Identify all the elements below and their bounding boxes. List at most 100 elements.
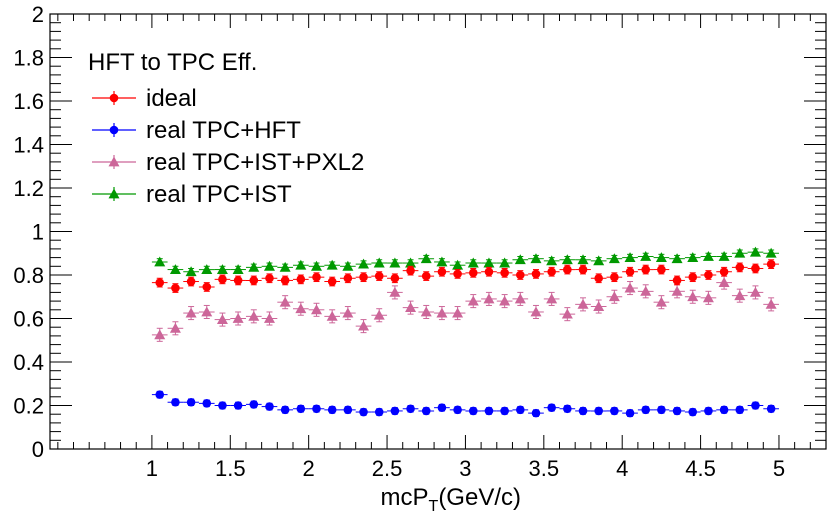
data-point bbox=[575, 406, 591, 416]
point-marker bbox=[516, 270, 525, 280]
point-marker bbox=[499, 295, 511, 306]
point-marker bbox=[406, 404, 415, 414]
data-point bbox=[606, 406, 623, 416]
point-marker bbox=[751, 401, 760, 410]
data-point bbox=[402, 265, 419, 276]
data-point bbox=[277, 295, 293, 310]
data-point bbox=[277, 261, 293, 272]
data-point bbox=[684, 272, 701, 283]
data-point bbox=[465, 257, 482, 268]
data-point bbox=[183, 276, 199, 287]
data-point bbox=[653, 252, 670, 262]
data-point bbox=[747, 263, 764, 274]
data-point bbox=[387, 257, 403, 268]
point-marker bbox=[561, 308, 573, 319]
data-point bbox=[575, 264, 591, 275]
data-point bbox=[543, 255, 560, 266]
data-point bbox=[543, 403, 560, 412]
data-point bbox=[449, 405, 466, 415]
data-point bbox=[324, 405, 341, 415]
x-tick-label: 1 bbox=[146, 456, 158, 481]
point-marker bbox=[514, 293, 526, 304]
point-marker bbox=[374, 271, 384, 281]
data-point bbox=[622, 252, 638, 262]
point-marker bbox=[702, 251, 714, 261]
point-marker bbox=[311, 304, 323, 315]
point-marker bbox=[531, 408, 541, 418]
point-marker bbox=[735, 263, 745, 272]
data-point bbox=[230, 401, 246, 410]
point-marker bbox=[704, 270, 713, 280]
y-tick-label: 1.6 bbox=[13, 89, 44, 114]
data-point bbox=[731, 262, 748, 273]
data-point bbox=[637, 405, 654, 415]
data-point bbox=[183, 397, 199, 407]
data-point bbox=[214, 312, 231, 327]
point-marker bbox=[405, 302, 417, 313]
point-marker bbox=[373, 257, 385, 268]
point-marker bbox=[233, 276, 243, 285]
point-marker bbox=[201, 264, 213, 274]
data-point bbox=[402, 300, 419, 315]
point-marker bbox=[327, 405, 337, 415]
point-marker bbox=[279, 296, 291, 307]
x-tick-label: 2.5 bbox=[372, 456, 403, 481]
point-marker bbox=[421, 271, 431, 281]
point-marker bbox=[248, 310, 260, 321]
x-tick-labels: 1 1.5 2 2.5 3 3.5 4 4.5 5 bbox=[146, 456, 785, 481]
data-point bbox=[183, 266, 199, 277]
data-point bbox=[371, 271, 388, 281]
series-real-tpc-ist bbox=[151, 246, 779, 277]
point-marker bbox=[312, 404, 321, 414]
data-point bbox=[198, 282, 215, 292]
point-marker bbox=[578, 265, 588, 274]
point-marker bbox=[467, 257, 479, 268]
point-marker bbox=[265, 273, 274, 283]
data-point bbox=[214, 264, 231, 274]
point-marker bbox=[514, 254, 526, 265]
data-point bbox=[151, 390, 168, 399]
y-tick-label: 0 bbox=[32, 437, 44, 462]
data-point bbox=[606, 272, 623, 283]
data-point bbox=[653, 264, 670, 275]
point-marker bbox=[641, 405, 651, 415]
point-marker bbox=[453, 269, 462, 279]
data-point bbox=[245, 261, 262, 272]
data-point bbox=[418, 304, 435, 319]
point-marker bbox=[531, 269, 541, 279]
point-marker bbox=[295, 259, 307, 270]
data-point bbox=[308, 404, 325, 414]
data-point bbox=[653, 295, 670, 310]
point-marker bbox=[530, 306, 542, 317]
point-marker bbox=[311, 260, 323, 271]
point-marker bbox=[390, 273, 400, 283]
data-point bbox=[308, 260, 325, 271]
point-marker bbox=[625, 267, 635, 277]
data-point bbox=[167, 264, 184, 274]
point-marker bbox=[624, 252, 636, 262]
data-point bbox=[245, 275, 262, 286]
point-marker bbox=[500, 268, 509, 278]
point-marker bbox=[734, 247, 746, 258]
data-point bbox=[543, 266, 560, 277]
data-point bbox=[418, 271, 435, 281]
point-marker bbox=[280, 405, 290, 415]
point-marker bbox=[749, 246, 761, 257]
data-point bbox=[590, 273, 607, 284]
point-marker bbox=[547, 267, 556, 277]
point-marker bbox=[437, 267, 447, 277]
point-marker bbox=[420, 253, 432, 264]
point-marker bbox=[577, 254, 589, 265]
data-point bbox=[590, 299, 607, 314]
point-marker bbox=[154, 256, 166, 267]
data-point bbox=[543, 291, 560, 306]
point-marker bbox=[389, 257, 401, 268]
data-point bbox=[308, 302, 325, 317]
point-marker bbox=[216, 264, 228, 274]
point-marker bbox=[155, 278, 165, 287]
data-point bbox=[700, 406, 717, 416]
data-point bbox=[700, 290, 717, 305]
data-point bbox=[167, 321, 184, 336]
point-marker bbox=[326, 259, 338, 270]
point-marker bbox=[625, 408, 635, 418]
